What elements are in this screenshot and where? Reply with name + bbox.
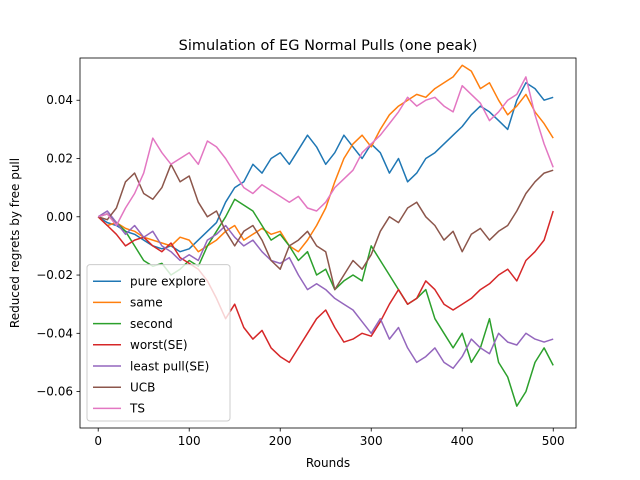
y-tick-label: −0.06 bbox=[36, 385, 73, 399]
y-tick-label: 0.00 bbox=[46, 210, 73, 224]
axes-frame bbox=[79, 57, 577, 429]
x-tick-label: 0 bbox=[94, 434, 102, 448]
y-tick-label: 0.04 bbox=[46, 93, 73, 107]
x-tick-label: 500 bbox=[542, 434, 565, 448]
legend: pure explore same second worst(SE) least pul… bbox=[86, 264, 231, 422]
y-axis: −0.06 −0.04 −0.02 0.00 0.02 0.04 bbox=[36, 93, 80, 399]
legend-label: worst(SE) bbox=[130, 338, 188, 352]
series-line-6 bbox=[97, 76, 554, 227]
x-tick-label: 400 bbox=[451, 434, 474, 448]
series-line-4 bbox=[97, 210, 554, 370]
series-line-1 bbox=[97, 64, 554, 253]
x-tick-label: 300 bbox=[360, 434, 383, 448]
x-tick-label: 100 bbox=[178, 434, 201, 448]
x-axis-label: Rounds bbox=[306, 456, 350, 470]
legend-label: pure explore bbox=[130, 275, 206, 289]
series-line-3 bbox=[97, 210, 554, 364]
legend-label: TS bbox=[129, 402, 145, 416]
x-tick-label: 200 bbox=[269, 434, 292, 448]
y-tick-label: −0.04 bbox=[36, 326, 73, 340]
series-line-5 bbox=[97, 163, 554, 291]
x-axis: 0 100 200 300 400 500 bbox=[94, 428, 565, 448]
y-axis-label: Reduced regrets by free pull bbox=[8, 158, 22, 328]
chart-title: Simulation of EG Normal Pulls (one peak) bbox=[179, 38, 478, 54]
legend-label: UCB bbox=[130, 381, 155, 395]
legend-label: same bbox=[130, 296, 163, 310]
y-tick-label: −0.02 bbox=[36, 268, 73, 282]
legend-label: second bbox=[130, 317, 173, 331]
legend-box bbox=[86, 264, 231, 422]
y-tick-label: 0.02 bbox=[46, 152, 73, 166]
legend-label: least pull(SE) bbox=[130, 359, 209, 373]
